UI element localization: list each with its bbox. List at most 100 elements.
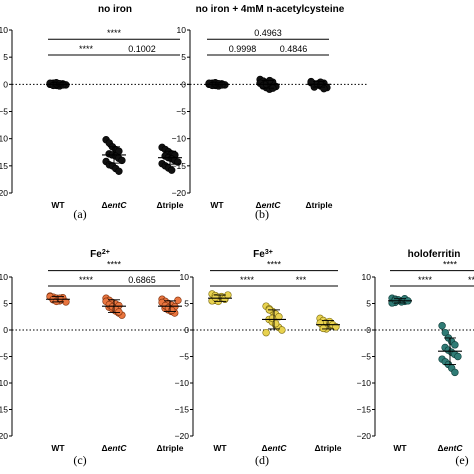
data-point bbox=[451, 341, 459, 349]
x-category-label: Δtriple bbox=[315, 443, 342, 453]
y-tick-label: −15 bbox=[172, 161, 187, 171]
significance-label: 0.4846 bbox=[280, 44, 308, 54]
x-category-label: ΔentC bbox=[102, 200, 128, 210]
x-category-label: ΔentC bbox=[256, 200, 282, 210]
y-tick-label: 5 bbox=[3, 299, 8, 309]
data-point bbox=[441, 328, 449, 337]
x-category-label: ΔentC bbox=[102, 443, 128, 453]
data-point bbox=[454, 352, 462, 361]
significance-label: **** bbox=[240, 275, 255, 285]
x-category-label-italic: entC bbox=[108, 200, 128, 210]
x-category-label: WT bbox=[210, 200, 224, 210]
y-tick-label: −5 bbox=[179, 352, 189, 362]
y-tick-label: −5 bbox=[176, 107, 186, 117]
x-category-label: ΔentC bbox=[438, 443, 464, 453]
significance-label: 0.1002 bbox=[128, 44, 156, 54]
y-tick-label: 5 bbox=[3, 52, 8, 62]
data-point bbox=[262, 328, 270, 337]
x-category-label-italic: entC bbox=[268, 443, 288, 453]
data-point bbox=[115, 167, 123, 175]
y-tick-label: 0 bbox=[184, 325, 189, 335]
y-tick-label: 10 bbox=[180, 272, 190, 282]
y-tick-label: −10 bbox=[175, 378, 190, 388]
data-point bbox=[168, 166, 176, 174]
chart-panel: no iron + 4mM n-acetylcysteine 10 5 0 −5 −10 −… bbox=[172, 4, 368, 221]
y-tick-label: 0 bbox=[181, 79, 186, 89]
y-tick-label: −20 bbox=[175, 431, 190, 441]
x-category-label-italic: entC bbox=[262, 200, 282, 210]
y-tick-label: 10 bbox=[177, 25, 187, 35]
y-tick-label: −10 bbox=[0, 378, 8, 388]
significance-label: **** bbox=[468, 275, 474, 285]
data-point bbox=[451, 368, 459, 377]
panel-title-superscript: 3+ bbox=[265, 249, 273, 256]
y-tick-label: −20 bbox=[172, 188, 187, 198]
y-tick-label: 10 bbox=[0, 272, 8, 282]
y-tick-label: 0 bbox=[366, 325, 371, 335]
panel-caption: (b) bbox=[255, 207, 269, 221]
x-category-label-italic: entC bbox=[108, 443, 128, 453]
y-tick-label: −15 bbox=[0, 405, 8, 415]
significance-label: 0.4963 bbox=[254, 28, 282, 38]
y-tick-label: −10 bbox=[0, 134, 8, 144]
panel-title: no iron + 4mM n-acetylcysteine bbox=[196, 4, 345, 15]
data-point bbox=[55, 294, 64, 302]
x-category-label-italic: entC bbox=[444, 443, 464, 453]
panel-title: Fe3+ bbox=[253, 249, 273, 261]
y-tick-label: −10 bbox=[172, 134, 187, 144]
data-point bbox=[174, 296, 182, 305]
y-tick-label: −15 bbox=[0, 161, 8, 171]
significance-label: **** bbox=[107, 28, 122, 38]
panel-title: holoferritin bbox=[408, 249, 461, 260]
y-tick-label: −15 bbox=[357, 405, 372, 415]
data-point bbox=[320, 84, 328, 93]
significance-label: 0.9998 bbox=[229, 44, 257, 54]
x-category-label: Δtriple bbox=[157, 200, 184, 210]
panel-title: no iron bbox=[98, 4, 132, 15]
panel-title: Fe2+ bbox=[90, 249, 110, 261]
panel-caption: (a) bbox=[73, 207, 86, 221]
y-tick-label: −5 bbox=[0, 107, 8, 117]
significance-label: 0.6865 bbox=[128, 275, 156, 285]
y-tick-label: −10 bbox=[357, 378, 372, 388]
chart-panel: Fe2+ 10 5 0 −5 −10 −15 −20 WT ΔentC Δtriple **** ***… bbox=[0, 249, 190, 467]
x-category-label: WT bbox=[51, 200, 65, 210]
chart-panel: Fe3+ 10 5 0 −5 −10 −15 −20 WT ΔentC Δtriple **** ***… bbox=[175, 249, 371, 467]
x-category-label: WT bbox=[393, 443, 407, 453]
data-point bbox=[438, 322, 446, 330]
significance-label: **** bbox=[418, 275, 433, 285]
data-point bbox=[118, 156, 126, 165]
y-tick-label: 5 bbox=[366, 299, 371, 309]
significance-label: **** bbox=[79, 44, 94, 54]
significance-label: **** bbox=[267, 260, 282, 270]
x-category-label: Δtriple bbox=[157, 443, 184, 453]
x-category-label: WT bbox=[213, 443, 227, 453]
data-point bbox=[115, 308, 123, 316]
y-tick-label: 5 bbox=[184, 299, 189, 309]
y-tick-label: 0 bbox=[3, 79, 8, 89]
panel-caption: (c) bbox=[73, 453, 86, 467]
x-category-label: Δtriple bbox=[306, 200, 333, 210]
chart-panel: no iron 10 5 0 −5 −10 −15 −20 WT ΔentC Δtriple ****… bbox=[0, 4, 190, 221]
significance-label: **** bbox=[443, 260, 458, 270]
y-tick-label: −15 bbox=[175, 405, 190, 415]
y-tick-label: 0 bbox=[3, 325, 8, 335]
y-tick-label: −20 bbox=[0, 431, 8, 441]
y-tick-label: −5 bbox=[0, 352, 8, 362]
panel-caption: (e) bbox=[455, 453, 468, 467]
y-tick-label: −20 bbox=[0, 188, 8, 198]
data-point bbox=[319, 324, 327, 333]
data-point bbox=[272, 319, 280, 328]
panel-title-superscript: 2+ bbox=[102, 249, 110, 256]
y-tick-label: 5 bbox=[181, 52, 186, 62]
chart-panel: holoferritin1050−5−10−15−20WTΔentCΔtripl… bbox=[357, 249, 474, 467]
y-tick-label: −5 bbox=[361, 352, 371, 362]
x-category-label: ΔentC bbox=[262, 443, 288, 453]
significance-label: **** bbox=[107, 260, 122, 270]
data-point bbox=[278, 326, 286, 334]
y-tick-label: −20 bbox=[357, 431, 372, 441]
y-tick-label: 10 bbox=[362, 272, 372, 282]
data-point bbox=[174, 158, 182, 166]
panel-caption: (d) bbox=[255, 453, 269, 467]
